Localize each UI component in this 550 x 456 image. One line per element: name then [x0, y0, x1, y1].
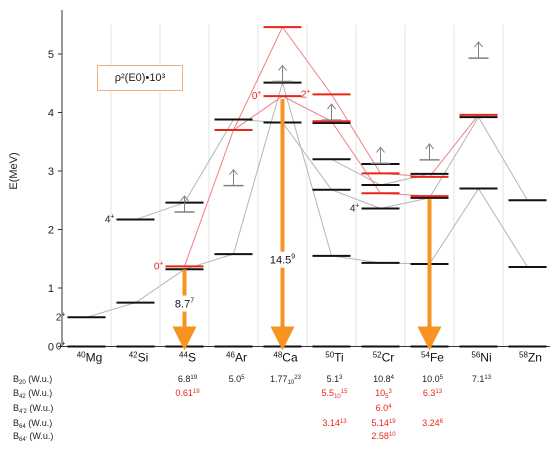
table-row-label: B4'2 (W.u.) — [13, 403, 53, 415]
limit-marker-layer — [174, 41, 489, 213]
table-cell: 0.6119 — [175, 388, 200, 398]
transition-table: B20 (W.u.) B42 (W.u.) B4'2 (W.u.) B64 (W.u.… — [13, 374, 492, 443]
legend-box: ρ²(E0)•10³ — [97, 65, 183, 91]
e0-value-bg — [166, 295, 203, 312]
y-tick-label: 0 — [48, 342, 54, 354]
table-cell: 5.13 — [327, 374, 344, 384]
y-tick-label: 2 — [48, 225, 54, 237]
e0-arrow-layer: 8.77 14.59 — [166, 99, 442, 351]
spin-label: 0+ — [56, 341, 66, 353]
table-cell: 2.5810 — [371, 431, 396, 441]
table-cell: 10.05 — [422, 374, 444, 384]
table-cell: 7.113 — [472, 374, 492, 384]
nucleus-label: 56Ni — [471, 351, 491, 365]
connector-line — [86, 80, 528, 318]
nucleus-label: 44S — [179, 351, 196, 365]
table-cell: 1053 — [375, 388, 392, 400]
nucleus-label: 40Mg — [77, 351, 103, 365]
table-row-label: B64 (W.u.) — [13, 418, 52, 430]
spin-label: 0+ — [154, 260, 164, 272]
legend-text: ρ²(E0)•10³ — [114, 72, 166, 84]
axes-layer: 0 1 2 3 4 5 E(MeV) — [8, 10, 550, 354]
table-cell: 5.05 — [229, 374, 246, 384]
limit-marker-arrowhead — [425, 143, 434, 150]
limit-marker-arrowhead — [327, 103, 336, 110]
table-cell: 10.84 — [373, 374, 395, 384]
nucleus-label: 52Cr — [373, 351, 395, 365]
y-tick-label: 4 — [48, 108, 54, 120]
nucleus-label: 50Ti — [325, 351, 343, 365]
table-row-label: B42 (W.u.) — [13, 388, 52, 400]
spin-label: 0+ — [252, 90, 262, 102]
table-cell: 6.04 — [376, 403, 393, 413]
table-cell: 6.819 — [178, 374, 198, 384]
spin-label: 4+ — [350, 202, 360, 214]
table-cell: 3.246 — [422, 418, 444, 428]
table-cell: 5.51015 — [322, 388, 349, 400]
limit-marker-arrowhead — [180, 195, 189, 202]
connector-line-red — [184, 26, 479, 267]
limit-marker-arrowhead — [474, 41, 483, 48]
limit-marker-arrowhead — [376, 146, 385, 153]
e0-value-label: 8.77 — [175, 298, 194, 311]
table-cell: 6.313 — [423, 388, 443, 398]
y-tick-label: 3 — [48, 166, 54, 178]
table-row-label: B64' (W.u.) — [13, 431, 53, 443]
e0-value-label: 14.59 — [270, 254, 295, 267]
table-cell: 3.1413 — [322, 418, 347, 428]
limit-marker-arrowhead — [278, 64, 287, 71]
nucleus-label: 42Si — [129, 351, 149, 365]
label-layer: 0+ 2+ 4+ 0+ 0+ 2+ 4+ 40Mg 42Si 44S 46Ar 48Ca 50Ti 52C… — [56, 88, 542, 364]
y-tick-label: 5 — [48, 49, 54, 61]
e0-value-bg — [260, 251, 305, 268]
nucleus-label: 48Ca — [273, 351, 298, 365]
spin-label: 2+ — [301, 88, 311, 100]
nucleus-label: 46Ar — [226, 351, 247, 365]
limit-marker-arrowhead — [229, 168, 238, 175]
y-tick-label: 1 — [48, 283, 54, 295]
y-axis-title: E(MeV) — [8, 152, 20, 189]
nucleus-label: 54Fe — [421, 351, 444, 365]
table-row-label: B20 (W.u.) — [13, 374, 52, 386]
spin-label: 2+ — [56, 311, 66, 323]
nucleus-label: 58Zn — [519, 351, 542, 365]
spin-label: 4+ — [105, 214, 115, 226]
table-cell: 1.771023 — [270, 374, 302, 386]
table-cell: 5.1419 — [371, 418, 396, 428]
